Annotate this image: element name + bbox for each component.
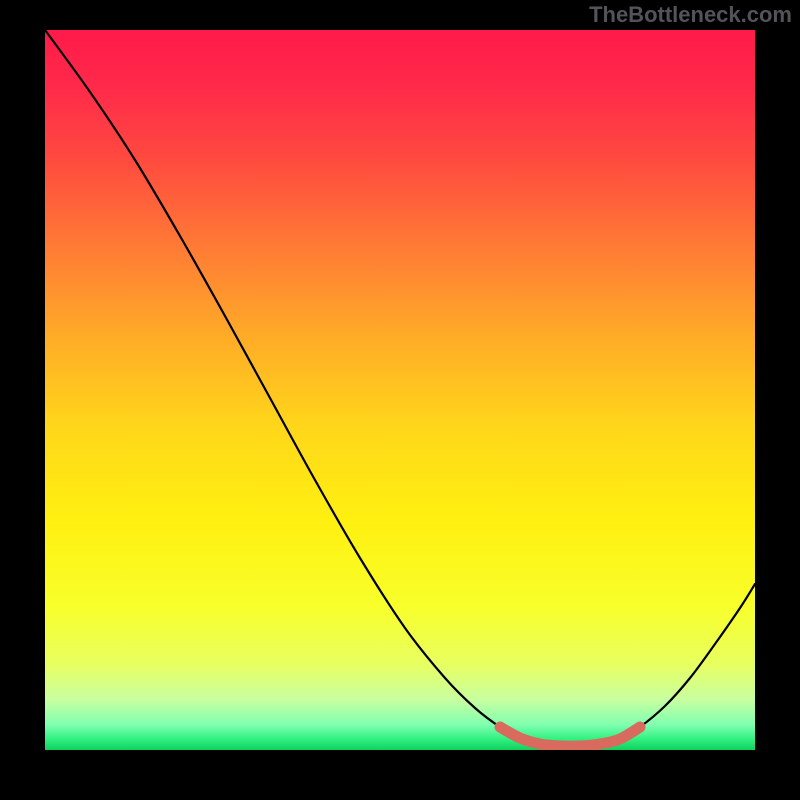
bottleneck-chart — [45, 30, 755, 750]
watermark-text: TheBottleneck.com — [589, 2, 792, 28]
chart-area — [45, 30, 755, 750]
gradient-background — [45, 30, 755, 750]
